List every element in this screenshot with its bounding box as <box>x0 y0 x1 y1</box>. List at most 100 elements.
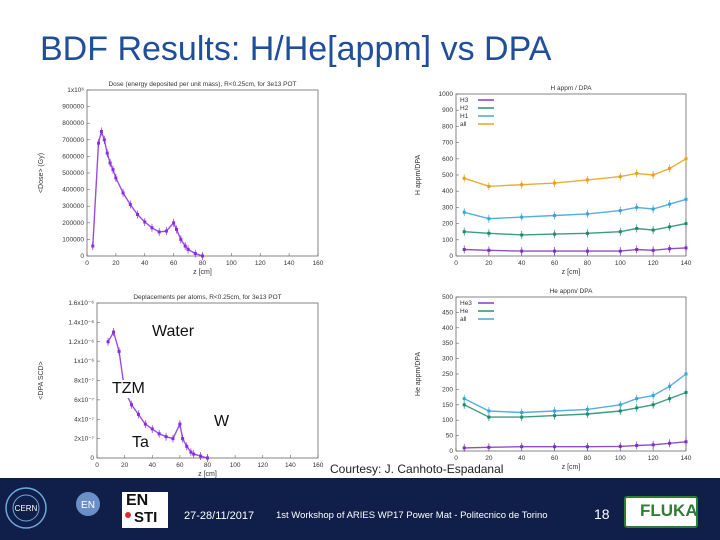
legend-label: He <box>460 308 469 315</box>
data-point <box>181 437 185 441</box>
chart-title: H appm / DPA <box>550 85 592 92</box>
y-tick-label: 800000 <box>62 120 84 127</box>
data-point <box>111 168 115 172</box>
data-point <box>97 141 101 145</box>
x-tick-label: 0 <box>454 260 458 267</box>
data-point <box>462 230 466 234</box>
footer-bar: CERN EN EN STI 27-28/11/2017 1st Worksho… <box>0 478 720 540</box>
x-tick-label: 140 <box>681 260 692 267</box>
y-tick-label: 700 <box>442 140 453 147</box>
data-point <box>635 248 639 252</box>
fluka-logo: FLUKA <box>624 496 698 528</box>
x-axis-label: z [cm] <box>562 269 581 276</box>
y-tick-label: 100 <box>442 237 453 244</box>
x-tick-label: 140 <box>681 455 692 462</box>
x-tick-label: 120 <box>648 455 659 462</box>
data-point <box>618 209 622 213</box>
x-tick-label: 140 <box>284 260 295 267</box>
courtesy-text: Courtesy: J. Canhoto-Espadanal <box>330 462 504 476</box>
x-tick-label: 60 <box>176 462 184 469</box>
data-point <box>635 171 639 175</box>
data-point <box>618 230 622 234</box>
data-point <box>164 435 168 439</box>
chart-title: Dose (energy deposited per unit mass), R… <box>108 81 296 88</box>
data-point <box>189 450 193 454</box>
dose-chart-svg: Dose (energy deposited per unit mass), R… <box>38 81 324 276</box>
data-point <box>192 452 196 456</box>
page-number: 18 <box>594 506 610 522</box>
cern-logo-icon: CERN <box>5 487 47 529</box>
legend-label: H2 <box>460 105 469 112</box>
x-tick-label: 100 <box>615 455 626 462</box>
series-line <box>464 441 687 449</box>
data-point <box>462 446 466 450</box>
series-line <box>463 158 687 188</box>
data-point <box>130 403 134 407</box>
y-tick-label: 200 <box>442 386 453 393</box>
x-tick-label: 40 <box>149 462 157 469</box>
y-tick-label: 300 <box>442 204 453 211</box>
y-tick-label: 100 <box>442 417 453 424</box>
data-point <box>462 248 466 252</box>
data-point <box>462 397 466 401</box>
data-point <box>157 230 161 234</box>
data-point <box>157 432 161 436</box>
data-point <box>585 231 589 235</box>
data-point <box>150 226 154 230</box>
en-sti-bottom-text: STI <box>134 509 158 526</box>
x-tick-label: 80 <box>199 260 207 267</box>
data-point <box>172 221 176 225</box>
y-tick-label: 400 <box>442 188 453 195</box>
data-point <box>520 233 524 237</box>
y-tick-label: 250 <box>442 371 453 378</box>
y-tick-label: 900 <box>442 107 453 114</box>
data-point <box>651 228 655 232</box>
data-point <box>462 176 466 180</box>
data-point <box>143 422 147 426</box>
dpa-chart: Deplacements per atoms, R<0.25cm, for 3e… <box>35 283 330 483</box>
y-tick-label: 1.2x10⁻⁶ <box>68 339 94 346</box>
data-point <box>462 210 466 214</box>
data-point <box>684 246 688 250</box>
x-tick-label: 80 <box>204 462 212 469</box>
x-tick-label: 160 <box>313 260 324 267</box>
data-point <box>462 403 466 407</box>
x-tick-label: 140 <box>285 462 296 469</box>
data-point <box>585 407 589 411</box>
data-point <box>178 422 182 426</box>
y-tick-label: 1x10⁻⁶ <box>74 358 95 365</box>
data-point <box>520 445 524 449</box>
data-point <box>553 409 557 413</box>
x-tick-label: 80 <box>584 260 592 267</box>
cern-logo-text: CERN <box>15 504 38 513</box>
data-point <box>651 173 655 177</box>
plot-frame <box>455 296 687 452</box>
data-point <box>668 225 672 229</box>
data-point <box>520 215 524 219</box>
y-tick-label: 500 <box>442 172 453 179</box>
data-point <box>635 406 639 410</box>
data-point <box>684 390 688 394</box>
x-tick-label: 60 <box>551 260 559 267</box>
dpa-chart-svg: Deplacements per atoms, R<0.25cm, for 3e… <box>38 294 324 478</box>
legend-label: He3 <box>460 300 472 307</box>
he-appm-dpa-chart-svg: He appm/ DPA 0 20 40 60 80 100 120 140 0 50 100 150 2… <box>415 288 692 471</box>
data-point <box>487 409 491 413</box>
y-tick-label: 1.4x10⁻⁶ <box>68 319 94 326</box>
data-point <box>553 232 557 236</box>
series-line <box>92 129 203 257</box>
y-tick-label: 200 <box>442 221 453 228</box>
y-axis-label: He appm/DPA <box>415 352 422 397</box>
series-line <box>464 247 687 252</box>
data-point <box>668 247 672 251</box>
y-tick-label: 400000 <box>62 187 84 194</box>
data-point <box>585 178 589 182</box>
data-point <box>668 441 672 445</box>
data-point <box>684 372 688 376</box>
y-tick-label: 600 <box>442 156 453 163</box>
data-point <box>684 157 688 161</box>
label-water: Water <box>150 323 197 341</box>
h-appm-dpa-chart-svg: H appm / DPA 0 20 40 60 80 100 120 140 0 100 200 300… <box>415 85 692 276</box>
y-tick-label: 600000 <box>62 153 84 160</box>
en-sti-dot-icon <box>125 512 131 518</box>
